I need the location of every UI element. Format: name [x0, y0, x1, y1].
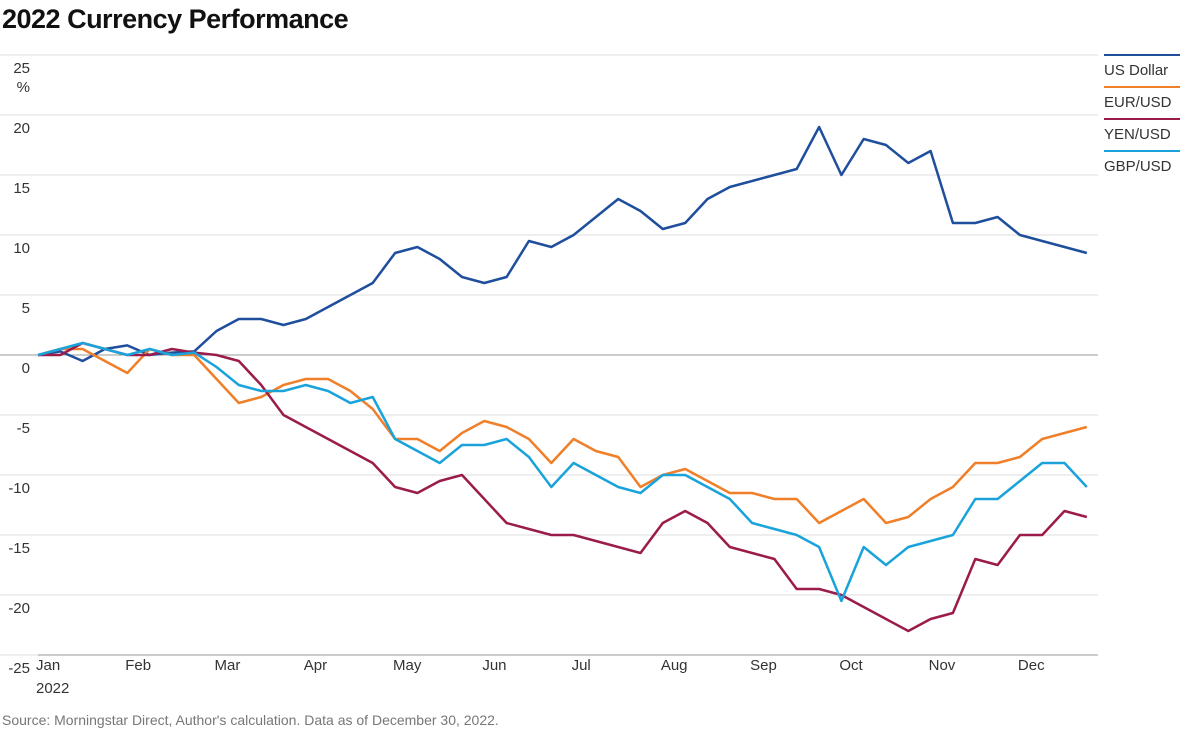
- x-tick-label: Apr: [304, 657, 327, 674]
- y-tick-label: -20: [8, 600, 30, 617]
- y-tick-label: 15: [13, 180, 30, 197]
- x-tick-label: Nov: [929, 657, 956, 674]
- legend-entry: YEN/USD: [1104, 118, 1180, 146]
- x-tick-label: Jun: [482, 657, 506, 674]
- x-tick-label: Dec: [1018, 657, 1045, 674]
- series-line: [37, 125, 1088, 363]
- x-tick-label: Oct: [839, 657, 863, 674]
- series-line: [38, 341, 1088, 633]
- x-tick-label: Mar: [215, 657, 241, 674]
- y-tick-label: 20: [13, 120, 30, 137]
- y-tick-label: -15: [8, 540, 30, 557]
- y-unit-label: %: [17, 79, 30, 96]
- x-tick-label: Jan: [36, 657, 60, 674]
- y-tick-label: -25: [8, 660, 30, 677]
- y-tick-label: 0: [22, 360, 30, 377]
- x-tick-label: Jul: [572, 657, 591, 674]
- y-tick-label: -10: [8, 480, 30, 497]
- y-tick-label: -5: [17, 420, 30, 437]
- source-note: Source: Morningstar Direct, Author's cal…: [2, 712, 499, 728]
- x-tick-label: Sep: [750, 657, 777, 674]
- x-tick-label: May: [393, 657, 422, 674]
- legend-entry: EUR/USD: [1104, 86, 1180, 114]
- chart-title: 2022 Currency Performance: [2, 4, 349, 34]
- series-line: [37, 347, 1088, 525]
- y-tick-label: 25: [13, 60, 30, 77]
- legend-entry: GBP/USD: [1104, 150, 1180, 178]
- y-tick-label: 10: [13, 240, 30, 257]
- series-line: [37, 341, 1088, 603]
- x-tick-label: Aug: [661, 657, 688, 674]
- legend-entry: US Dollar: [1104, 54, 1180, 82]
- year-label: 2022: [36, 680, 69, 697]
- x-tick-label: Feb: [125, 657, 151, 674]
- y-tick-label: 5: [22, 300, 30, 317]
